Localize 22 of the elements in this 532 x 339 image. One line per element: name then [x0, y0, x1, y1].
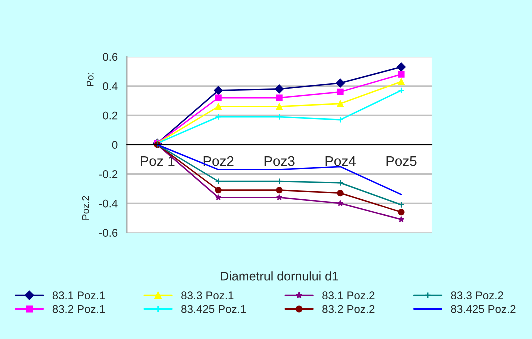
- legend-label: 83.2 Poz.2: [322, 305, 375, 314]
- y-tick-label: -0.4: [99, 200, 118, 208]
- legend-label: 83.425 Poz.1: [182, 305, 246, 314]
- legend-label: 83.425 Poz.2: [451, 305, 516, 314]
- x-axis-title: Diametrul dornului d1: [221, 272, 338, 281]
- legend-label: 83.1 Poz.1: [52, 292, 105, 300]
- legend-label: 83.3 Poz.2: [451, 292, 504, 300]
- y-axis-title: Poz.2: [82, 196, 90, 220]
- y-tick-label: -0.6: [99, 229, 118, 238]
- x-tick-label: Poz5: [386, 156, 417, 166]
- y-tick-label: 0.4: [103, 82, 118, 90]
- x-tick-label: Poz2: [204, 156, 234, 166]
- x-tick-label: Poz3: [264, 156, 295, 166]
- legend-label: 83.2 Poz.1: [52, 305, 105, 314]
- y-tick-label: 0.6: [103, 53, 118, 62]
- text: Po:: [87, 73, 94, 86]
- x-tick-label: Poz4: [326, 156, 356, 166]
- y-tick-label: 0: [112, 141, 118, 150]
- y-tick-label: 0.2: [103, 112, 118, 120]
- legend-label: 83.3 Poz.1: [182, 292, 234, 300]
- legend-label: 83.1 Poz.2: [322, 292, 375, 300]
- y-tick-label: -0.2: [99, 170, 118, 178]
